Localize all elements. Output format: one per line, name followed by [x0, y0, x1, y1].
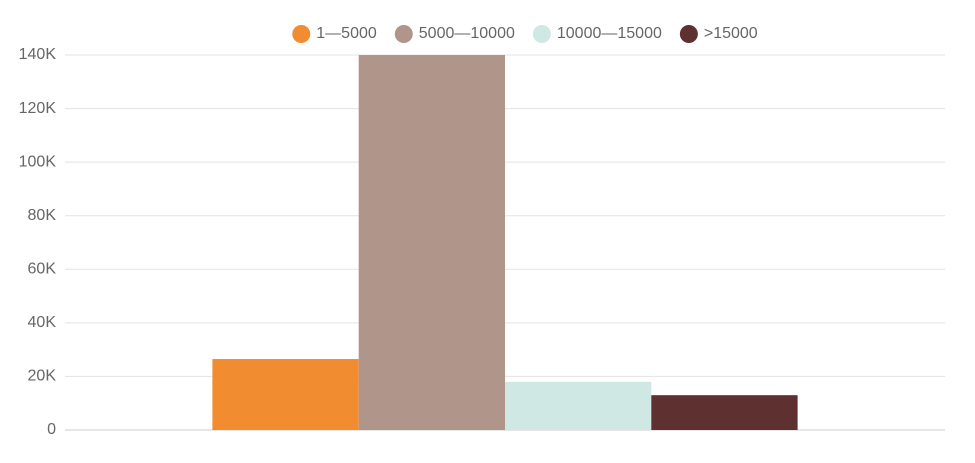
bar	[651, 395, 798, 430]
y-tick-label: 80K	[28, 207, 57, 224]
y-tick-label: 40K	[28, 314, 57, 331]
legend-label: 10000—15000	[557, 25, 662, 42]
y-tick-label: 120K	[19, 100, 57, 117]
legend-marker	[292, 25, 311, 43]
bar	[212, 359, 359, 430]
y-tick-label: 20K	[28, 368, 57, 385]
legend-marker	[679, 25, 698, 43]
y-tick-label: 140K	[19, 46, 57, 63]
legend-marker	[532, 25, 551, 43]
bar	[505, 381, 652, 430]
legend-marker	[394, 25, 413, 43]
y-tick-label: 0	[47, 421, 56, 438]
y-tick-label: 60K	[28, 261, 57, 278]
bar	[358, 55, 505, 430]
legend-label: 1—5000	[316, 25, 377, 42]
y-tick-label: 100K	[19, 153, 57, 170]
legend-label: 5000—10000	[419, 25, 515, 42]
legend-label: >15000	[704, 25, 758, 42]
